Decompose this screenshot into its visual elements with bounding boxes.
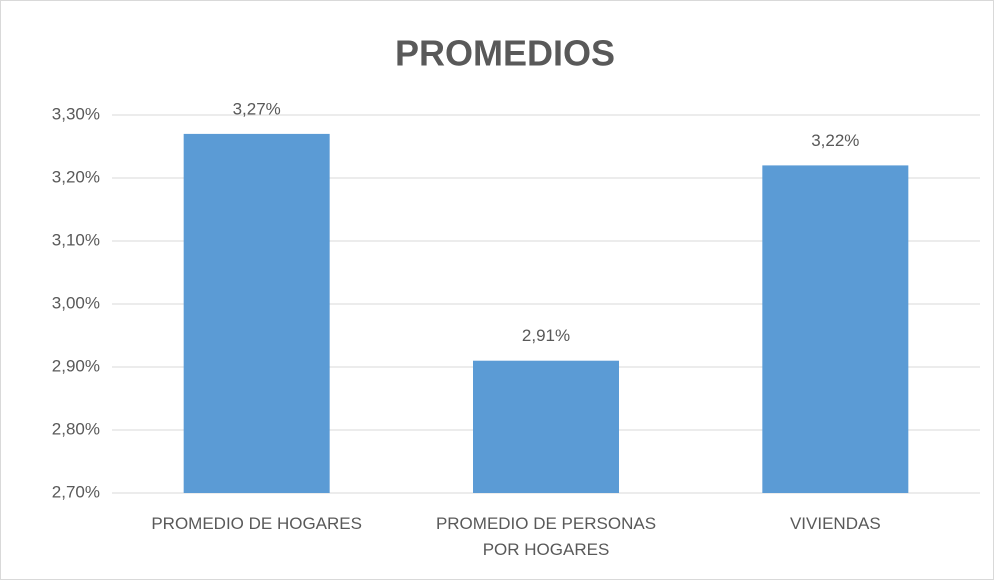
bar	[762, 165, 909, 493]
value-label: 2,91%	[522, 326, 570, 345]
bar	[473, 360, 619, 493]
y-tick-label: 3,20%	[52, 167, 100, 186]
value-label: 3,27%	[233, 99, 281, 118]
bar	[183, 133, 330, 493]
y-tick-label: 3,00%	[52, 293, 100, 312]
x-tick-label-box: PROMEDIO DE PERSONAS POR HOGARES	[435, 514, 657, 559]
value-label: 3,22%	[811, 131, 859, 150]
y-tick-label: 2,70%	[52, 482, 100, 501]
x-tick-label-box: VIVIENDAS	[789, 514, 881, 533]
chart-title: PROMEDIOS	[395, 33, 615, 74]
x-tick-label: PROMEDIO DE HOGARES	[151, 514, 362, 533]
y-tick-label: 2,90%	[52, 356, 100, 375]
x-tick-label: PROMEDIO DE PERSONAS POR HOGARES	[435, 514, 657, 559]
x-tick-label: VIVIENDAS	[789, 514, 881, 533]
x-tick-label-box: PROMEDIO DE HOGARES	[151, 514, 362, 533]
y-tick-label: 3,30%	[52, 104, 100, 123]
y-tick-label: 3,10%	[52, 230, 100, 249]
y-tick-label: 2,80%	[52, 419, 100, 438]
